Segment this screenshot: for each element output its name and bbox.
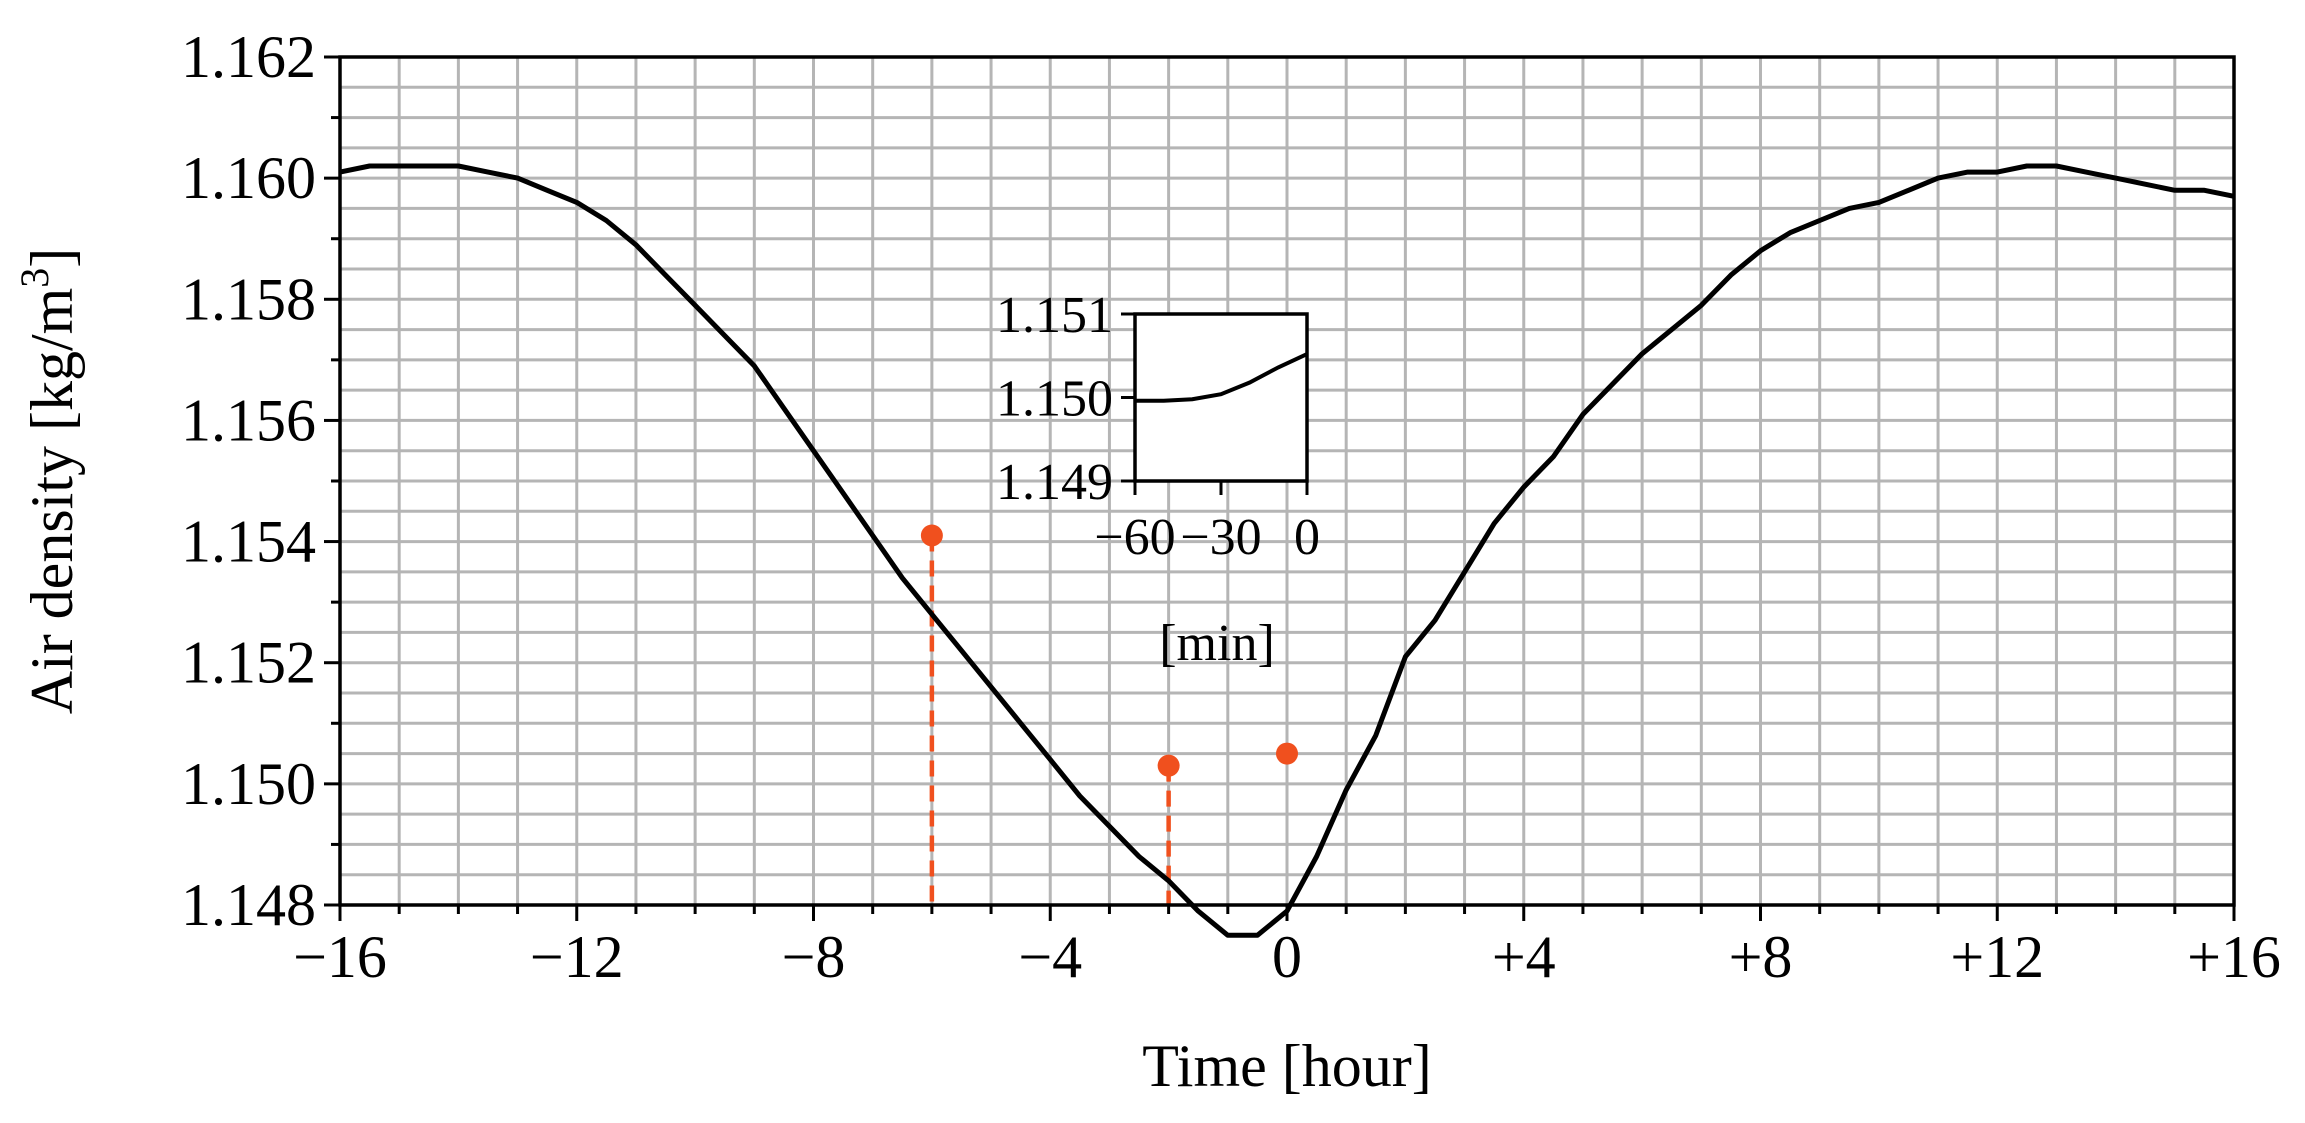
- y-axis-title-end: ]: [19, 248, 85, 268]
- x-tick-label: +4: [1492, 924, 1556, 990]
- main-ticks: [324, 55, 2236, 921]
- inset-y-tick-labels: 1.149 1.150 1.151: [996, 287, 1113, 511]
- inset-chart: −60 −30 0 1.149 1.150 1.151 [min]: [996, 287, 1320, 672]
- inset-x-axis-title: [min]: [1159, 615, 1275, 672]
- x-tick-label: +12: [1950, 924, 2044, 990]
- inset-series-line: [1135, 352, 1308, 403]
- y-tick-label: 1.162: [181, 24, 316, 90]
- data-marker: [1157, 754, 1180, 777]
- y-axis-title-superscript: 3: [12, 268, 57, 288]
- main-markers: [920, 524, 1298, 777]
- inset-y-tick-label: 1.149: [996, 454, 1113, 511]
- inset-y-tick-label: 1.150: [996, 371, 1113, 428]
- y-tick-label: 1.152: [181, 630, 316, 696]
- x-tick-label: +8: [1729, 924, 1793, 990]
- x-axis-title: Time [hour]: [1142, 1033, 1431, 1099]
- y-axis-title: Air density [kg/m3]: [12, 248, 85, 715]
- inset-x-tick-label: −30: [1180, 509, 1261, 566]
- data-marker: [1276, 742, 1298, 765]
- inset-y-tick-label: 1.151: [996, 287, 1113, 344]
- inset-x-tick-label: 0: [1294, 509, 1320, 566]
- main-y-tick-labels: 1.148 1.150 1.152 1.154 1.156 1.158 1.160 1.162: [181, 24, 316, 938]
- y-axis-title-main: Air density [kg/m: [19, 288, 85, 715]
- x-tick-label: +16: [2187, 924, 2281, 990]
- y-tick-label: 1.150: [181, 751, 316, 817]
- y-tick-label: 1.148: [181, 872, 316, 938]
- main-x-tick-labels: −16 −12 −8 −4 0 +4 +8 +12 +16: [293, 924, 2281, 990]
- inset-ticks: [1121, 312, 1309, 495]
- inset-x-tick-label: −60: [1094, 509, 1175, 566]
- y-tick-label: 1.158: [181, 266, 316, 332]
- x-tick-label: −8: [782, 924, 846, 990]
- x-tick-label: −4: [1018, 924, 1082, 990]
- data-marker: [920, 524, 943, 547]
- y-tick-label: 1.160: [181, 145, 316, 211]
- inset-background: [1135, 314, 1307, 481]
- x-tick-label: 0: [1272, 924, 1302, 990]
- x-tick-label: −16: [293, 924, 387, 990]
- y-tick-label: 1.154: [181, 509, 316, 575]
- main-marker-lines: [929, 535, 1171, 905]
- inset-x-tick-labels: −60 −30 0: [1094, 509, 1320, 566]
- y-tick-label: 1.156: [181, 387, 316, 453]
- x-tick-label: −12: [530, 924, 624, 990]
